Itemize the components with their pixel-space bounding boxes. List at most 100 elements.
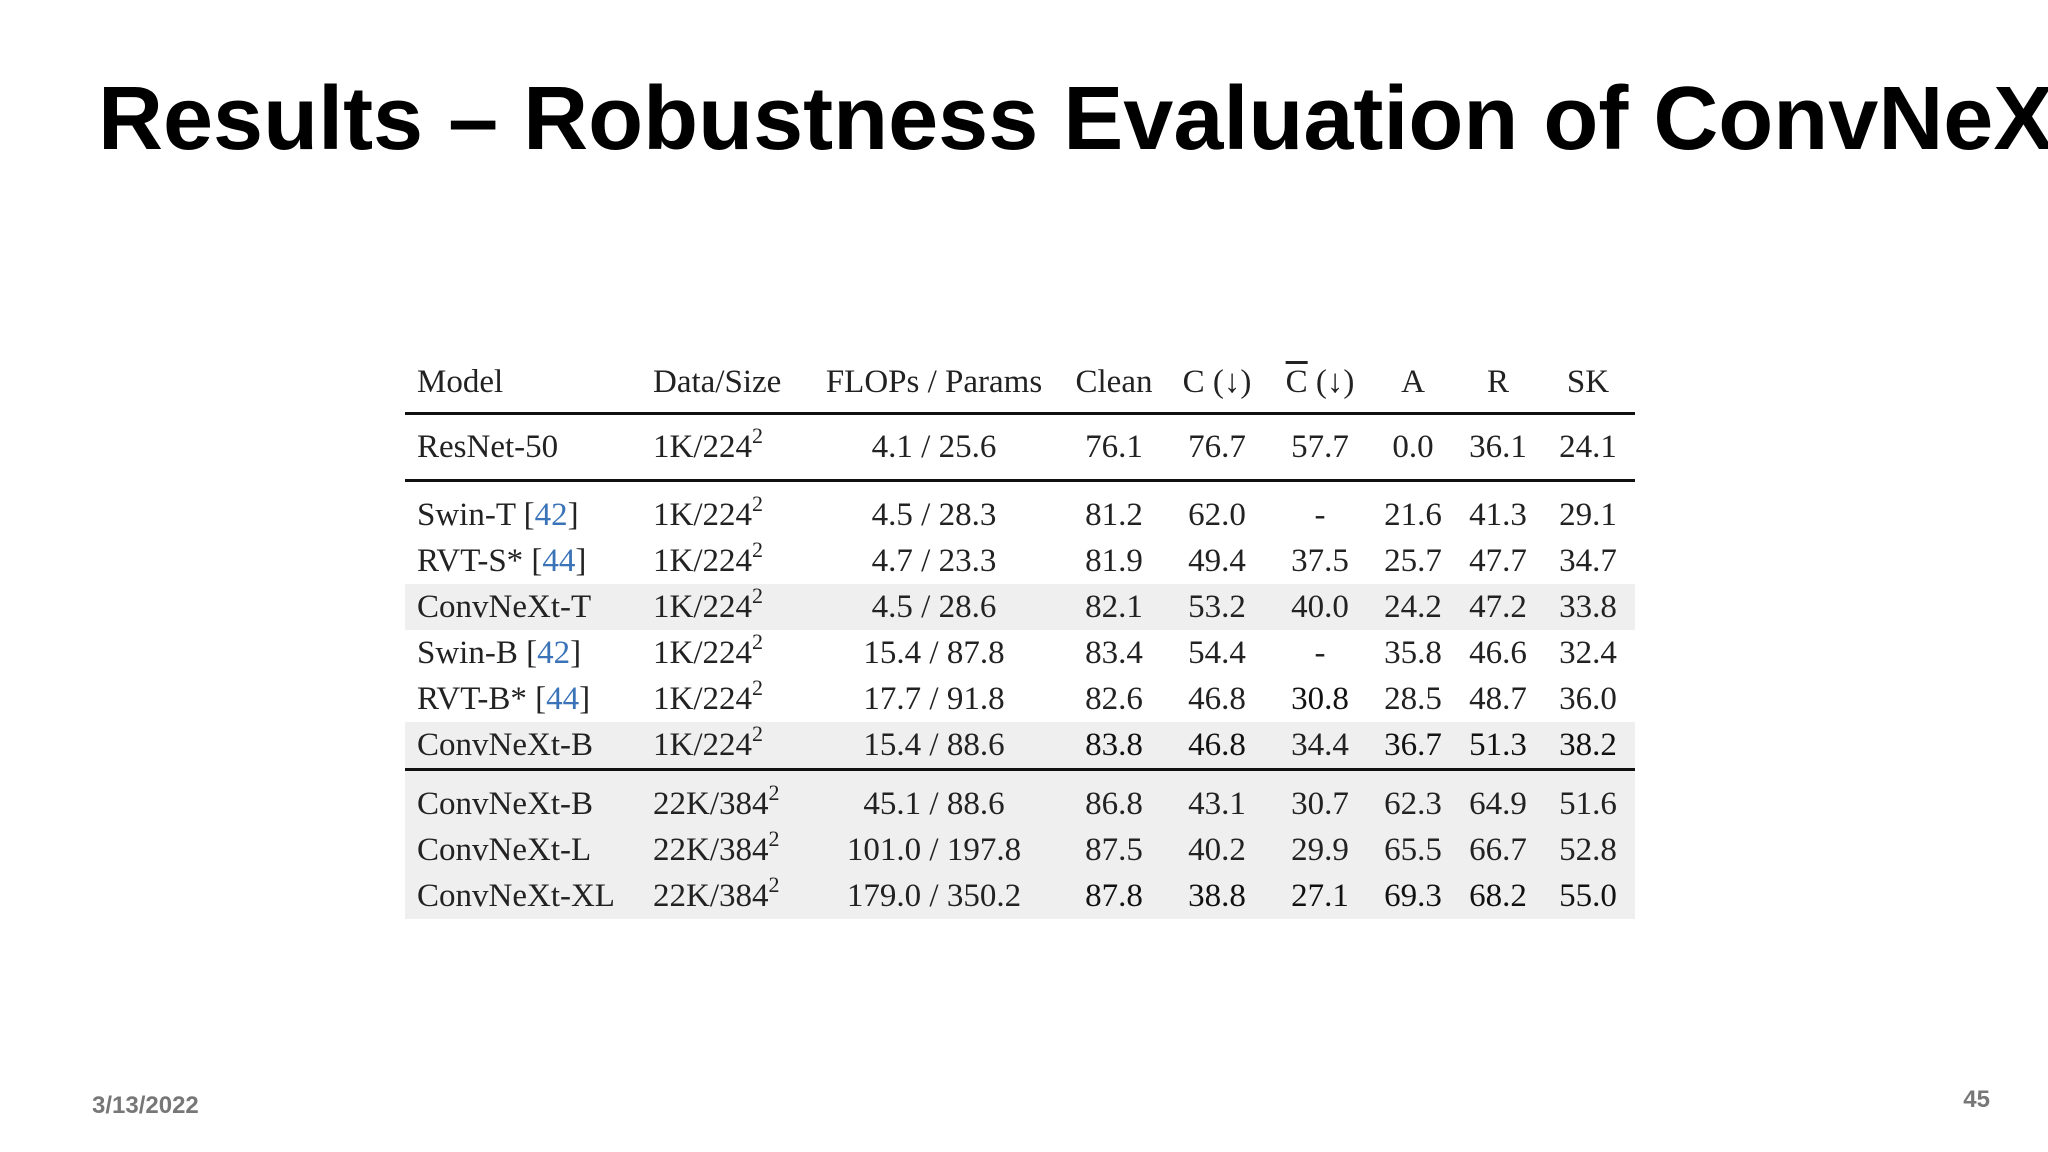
- cell-sk: 29.1: [1559, 496, 1617, 533]
- cell-c-bar: 29.9: [1269, 827, 1371, 873]
- cell-r: 47.2: [1455, 584, 1541, 630]
- cell-r: 68.2: [1455, 873, 1541, 919]
- header-a: A: [1401, 363, 1425, 400]
- citation-link[interactable]: 44: [542, 542, 576, 579]
- cell-c: 62.0: [1188, 496, 1246, 533]
- cite-bracket-open: [: [526, 634, 538, 671]
- citation-link[interactable]: 42: [534, 496, 568, 533]
- data-size-text: 1K/224: [653, 542, 752, 579]
- cell-model: ConvNeXt-T: [405, 584, 641, 630]
- cell-r: 46.6: [1469, 634, 1527, 671]
- cite-bracket-close: ]: [575, 542, 587, 579]
- cell-sk: 24.1: [1559, 428, 1617, 465]
- slide-title: Results – Robustness Evaluation of ConvN…: [98, 69, 2048, 169]
- data-size-exponent: 2: [752, 720, 763, 746]
- cell-model: ResNet-50: [417, 428, 559, 465]
- cell-flops-params: 15.4 / 88.6: [805, 722, 1063, 770]
- cell-a: 25.7: [1384, 542, 1442, 579]
- cell-a: 65.5: [1371, 827, 1455, 873]
- cell-c: 53.2: [1165, 584, 1269, 630]
- cell-r: 64.9: [1455, 769, 1541, 827]
- cell-a: 69.3: [1371, 873, 1455, 919]
- header-data-size: Data/Size: [653, 363, 782, 400]
- cell-flops-params: 179.0 / 350.2: [805, 873, 1063, 919]
- cell-model: Swin-B [42]: [405, 630, 641, 676]
- cell-flops-params: 4.7 / 23.3: [871, 542, 997, 579]
- data-size-exponent: 2: [752, 422, 763, 448]
- cell-c: 49.4: [1188, 542, 1246, 579]
- cell-c-bar: 57.7: [1291, 428, 1349, 465]
- cell-c: 43.1: [1165, 769, 1269, 827]
- cell-model: Swin-T [42]: [405, 481, 641, 539]
- table-row: ConvNeXt-T 1K/2242 4.5 / 28.6 82.1 53.2 …: [405, 584, 1635, 630]
- cell-c: 46.8: [1165, 722, 1269, 770]
- cell-a: 36.7: [1371, 722, 1455, 770]
- model-name: RVT-B*: [417, 680, 536, 717]
- cell-clean: 82.1: [1063, 584, 1165, 630]
- cell-sk: 32.4: [1559, 634, 1617, 671]
- citation-link[interactable]: 44: [546, 680, 580, 717]
- imagenet-22k-group: ConvNeXt-B 22K/3842 45.1 / 88.6 86.8 43.…: [405, 769, 1635, 919]
- cell-flops-params: 45.1 / 88.6: [805, 769, 1063, 827]
- cell-sk: 34.7: [1559, 542, 1617, 579]
- cell-a: 0.0: [1392, 428, 1434, 465]
- cell-c: 38.8: [1165, 873, 1269, 919]
- cell-data-size: 1K/2242: [641, 538, 805, 584]
- data-size-exponent: 2: [752, 536, 763, 562]
- cell-r: 47.7: [1469, 542, 1527, 579]
- data-size-text: 22K/384: [653, 785, 769, 822]
- cell-model: RVT-B* [44]: [405, 676, 641, 722]
- cell-a: 24.2: [1371, 584, 1455, 630]
- cell-clean: 81.2: [1085, 496, 1143, 533]
- table-header-row: Model Data/Size FLOPs / Params Clean C (…: [405, 352, 1635, 414]
- table-row: ConvNeXt-XL 22K/3842 179.0 / 350.2 87.8 …: [405, 873, 1635, 919]
- results-table-container: Model Data/Size FLOPs / Params Clean C (…: [405, 352, 1635, 919]
- cell-clean: 87.5: [1063, 827, 1165, 873]
- cite-bracket-open: [: [523, 496, 535, 533]
- cite-bracket-open: [: [531, 542, 543, 579]
- cell-flops-params: 4.1 / 25.6: [871, 428, 997, 465]
- cell-c-bar: 30.7: [1269, 769, 1371, 827]
- data-size-text: 1K/224: [653, 496, 752, 533]
- table-row: ConvNeXt-B 22K/3842 45.1 / 88.6 86.8 43.…: [405, 769, 1635, 827]
- citation-link[interactable]: 42: [537, 634, 571, 671]
- cell-c-bar: 27.1: [1269, 873, 1371, 919]
- model-name: RVT-S*: [417, 542, 532, 579]
- cell-data-size: 1K/2242: [641, 481, 805, 539]
- table-row: ConvNeXt-L 22K/3842 101.0 / 197.8 87.5 4…: [405, 827, 1635, 873]
- data-size-exponent: 2: [768, 825, 780, 851]
- cell-data-size: 1K/2242: [641, 722, 805, 770]
- cell-r: 41.3: [1469, 496, 1527, 533]
- cell-data-size: 22K/3842: [641, 769, 805, 827]
- cell-r: 48.7: [1469, 680, 1527, 717]
- cell-model: RVT-S* [44]: [405, 538, 641, 584]
- cell-a: 21.6: [1384, 496, 1442, 533]
- cell-a: 62.3: [1371, 769, 1455, 827]
- header-flops-params: FLOPs / Params: [825, 363, 1043, 400]
- data-size-exponent: 2: [752, 628, 763, 654]
- cell-model: ConvNeXt-B: [405, 722, 641, 770]
- data-size-exponent: 2: [752, 582, 763, 608]
- cell-c: 76.7: [1188, 428, 1246, 465]
- cell-c-bar: -: [1314, 634, 1326, 671]
- table-row: Swin-T [42] 1K/2242 4.5 / 28.3 81.2 62.0…: [405, 481, 1635, 539]
- cell-model: ConvNeXt-B: [405, 769, 641, 827]
- cell-flops-params: 4.5 / 28.3: [871, 496, 997, 533]
- cell-clean: 81.9: [1085, 542, 1143, 579]
- cell-c: 54.4: [1188, 634, 1246, 671]
- robustness-results-table: Model Data/Size FLOPs / Params Clean C (…: [405, 352, 1635, 919]
- cell-data-size: 1K/2242: [641, 584, 805, 630]
- cell-sk: 55.0: [1541, 873, 1635, 919]
- cell-data-size: 1K/2242: [641, 676, 805, 722]
- cell-flops-params: 101.0 / 197.8: [805, 827, 1063, 873]
- cell-a: 35.8: [1384, 634, 1442, 671]
- data-size-exponent: 2: [768, 779, 780, 805]
- cell-c-bar: 34.4: [1269, 722, 1371, 770]
- data-size-text: 22K/384: [653, 877, 769, 914]
- baseline-group: ResNet-50 1K/2242 4.1 / 25.6 76.1 76.7 5…: [405, 414, 1635, 481]
- data-size-text: 1K/224: [653, 588, 752, 625]
- cell-model: ConvNeXt-XL: [405, 873, 641, 919]
- cell-flops-params: 15.4 / 87.8: [863, 634, 1005, 671]
- table-row: ResNet-50 1K/2242 4.1 / 25.6 76.1 76.7 5…: [405, 414, 1635, 481]
- model-name: Swin-B: [417, 634, 527, 671]
